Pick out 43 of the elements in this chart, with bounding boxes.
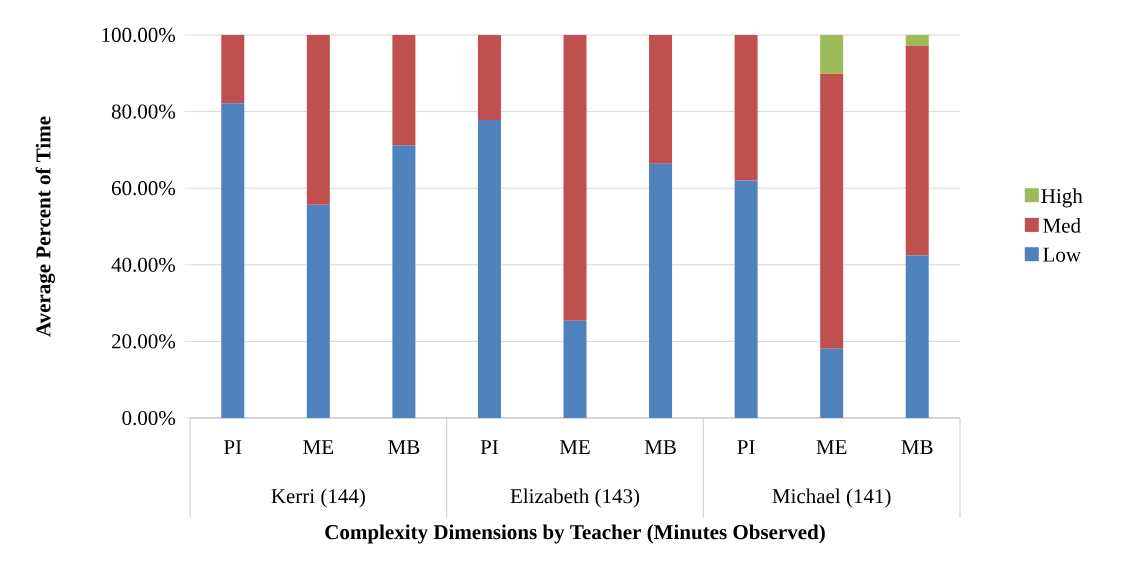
y-tick-label: 40.00%	[111, 257, 176, 272]
x-tick-label: MB	[644, 440, 676, 455]
bar	[477, 120, 501, 418]
bar	[734, 180, 758, 418]
legend-label: High	[1041, 188, 1083, 208]
bar	[221, 35, 245, 104]
bar	[734, 35, 758, 181]
bar	[392, 35, 416, 146]
bar	[477, 35, 501, 121]
legend-label: Low	[1043, 247, 1081, 262]
bar	[820, 348, 844, 418]
bar	[306, 35, 330, 205]
bar	[649, 35, 673, 164]
y-tick-label: 100.00%	[102, 27, 176, 43]
x-tick-label: PI	[737, 440, 755, 454]
bar	[905, 35, 929, 46]
x-tick-label: MB	[901, 440, 933, 455]
bar	[820, 35, 844, 74]
y-axis-title: Average Percent of Time	[35, 116, 55, 337]
x-tick-label: MB	[388, 440, 420, 455]
x-tick-label: PI	[224, 440, 242, 454]
x-tick-label: ME	[303, 440, 334, 454]
bar	[820, 73, 844, 349]
x-axis-title: Complexity Dimensions by Teacher (Minutes Observed)	[325, 524, 825, 544]
text: Kerri (144)	[271, 488, 365, 508]
y-tick-label: 80.00%	[111, 104, 176, 119]
bar	[905, 255, 929, 418]
y-tick-label: 60.00%	[111, 181, 176, 196]
bar	[649, 163, 673, 418]
text: Michael (141)	[772, 488, 891, 508]
x-tick-label: ME	[559, 440, 590, 454]
bar	[392, 145, 416, 418]
y-tick-label: 20.00%	[111, 334, 176, 349]
bar	[905, 45, 929, 256]
bar	[563, 35, 587, 321]
bar	[306, 204, 330, 418]
x-tick-label: ME	[816, 440, 847, 454]
y-tick-label: 0.00%	[122, 410, 176, 426]
text: Elizabeth (143)	[510, 488, 640, 508]
bar	[221, 103, 245, 418]
bar	[563, 320, 587, 418]
x-tick-label: PI	[480, 440, 499, 454]
legend-label: Med	[1043, 218, 1081, 233]
